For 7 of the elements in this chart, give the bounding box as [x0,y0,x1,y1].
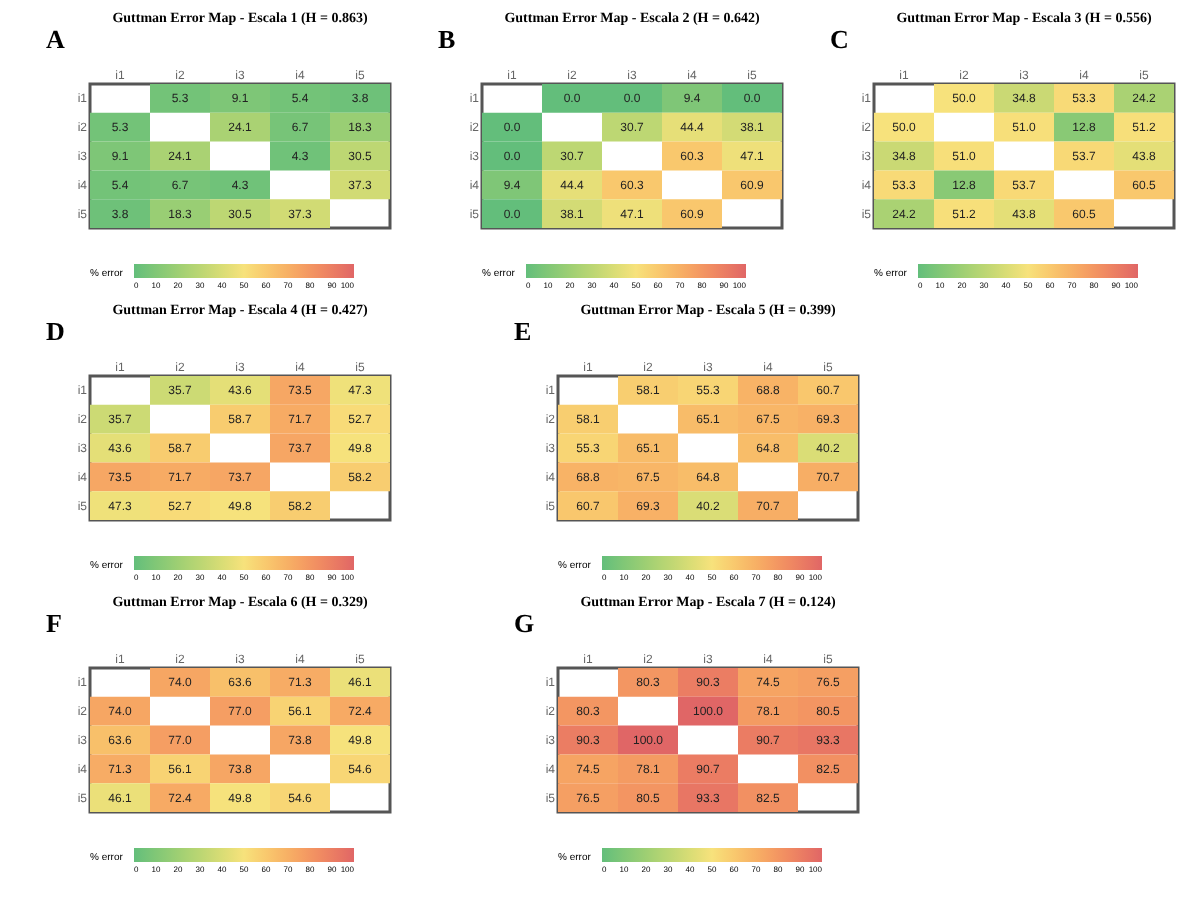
text: F [46,608,62,638]
text: E [514,316,532,346]
text: A [46,24,66,54]
text: C [830,24,849,54]
text: G [514,608,535,638]
text: D [46,316,65,346]
text: B [438,24,456,54]
